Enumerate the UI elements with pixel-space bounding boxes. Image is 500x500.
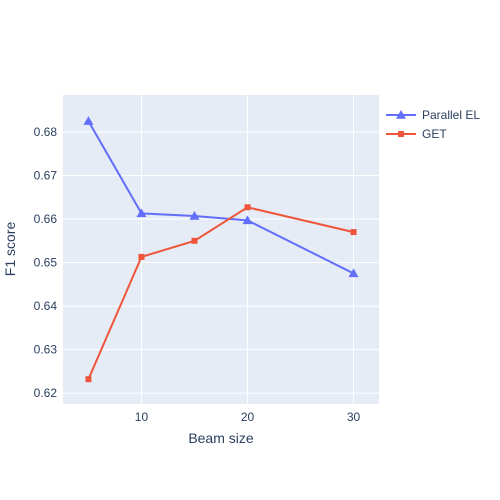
data-point xyxy=(85,376,92,383)
data-point xyxy=(83,116,94,125)
series-1 xyxy=(83,116,359,278)
data-point xyxy=(350,229,357,236)
y-axis-title: F1 score xyxy=(2,222,18,277)
legend[interactable]: Parallel EL GET xyxy=(386,108,480,141)
x-axis-title: Beam size xyxy=(188,430,254,446)
plot-background xyxy=(63,95,379,404)
y-tick-label: 0.62 xyxy=(34,386,58,400)
y-tick-label: 0.66 xyxy=(34,212,58,226)
legend-label: Parallel EL xyxy=(422,108,480,122)
tick-labels: 0.62 0.63 0.64 0.65 0.66 0.67 0.68 10 20 30 xyxy=(34,125,361,424)
y-tick-label: 0.67 xyxy=(34,169,58,183)
y-tick-label: 0.68 xyxy=(34,125,58,139)
data-point xyxy=(138,253,145,260)
data-point xyxy=(244,204,251,211)
x-tick-label: 30 xyxy=(347,410,361,424)
series-2 xyxy=(85,204,357,383)
y-tick-label: 0.63 xyxy=(34,343,58,357)
data-point xyxy=(136,208,147,218)
data-point xyxy=(348,268,359,278)
y-tick-label: 0.64 xyxy=(34,299,58,313)
legend-item-1[interactable]: Parallel EL xyxy=(386,108,480,122)
data-point xyxy=(191,237,198,244)
y-tick-label: 0.65 xyxy=(34,256,58,270)
data-point xyxy=(189,210,200,220)
legend-marker xyxy=(396,110,406,119)
x-tick-label: 20 xyxy=(241,410,255,424)
x-tick-label: 10 xyxy=(135,410,149,424)
series-layer xyxy=(83,116,359,383)
legend-marker xyxy=(398,131,404,137)
legend-label: GET xyxy=(422,127,447,141)
data-point xyxy=(242,215,253,225)
legend-item-2[interactable]: GET xyxy=(386,127,447,141)
